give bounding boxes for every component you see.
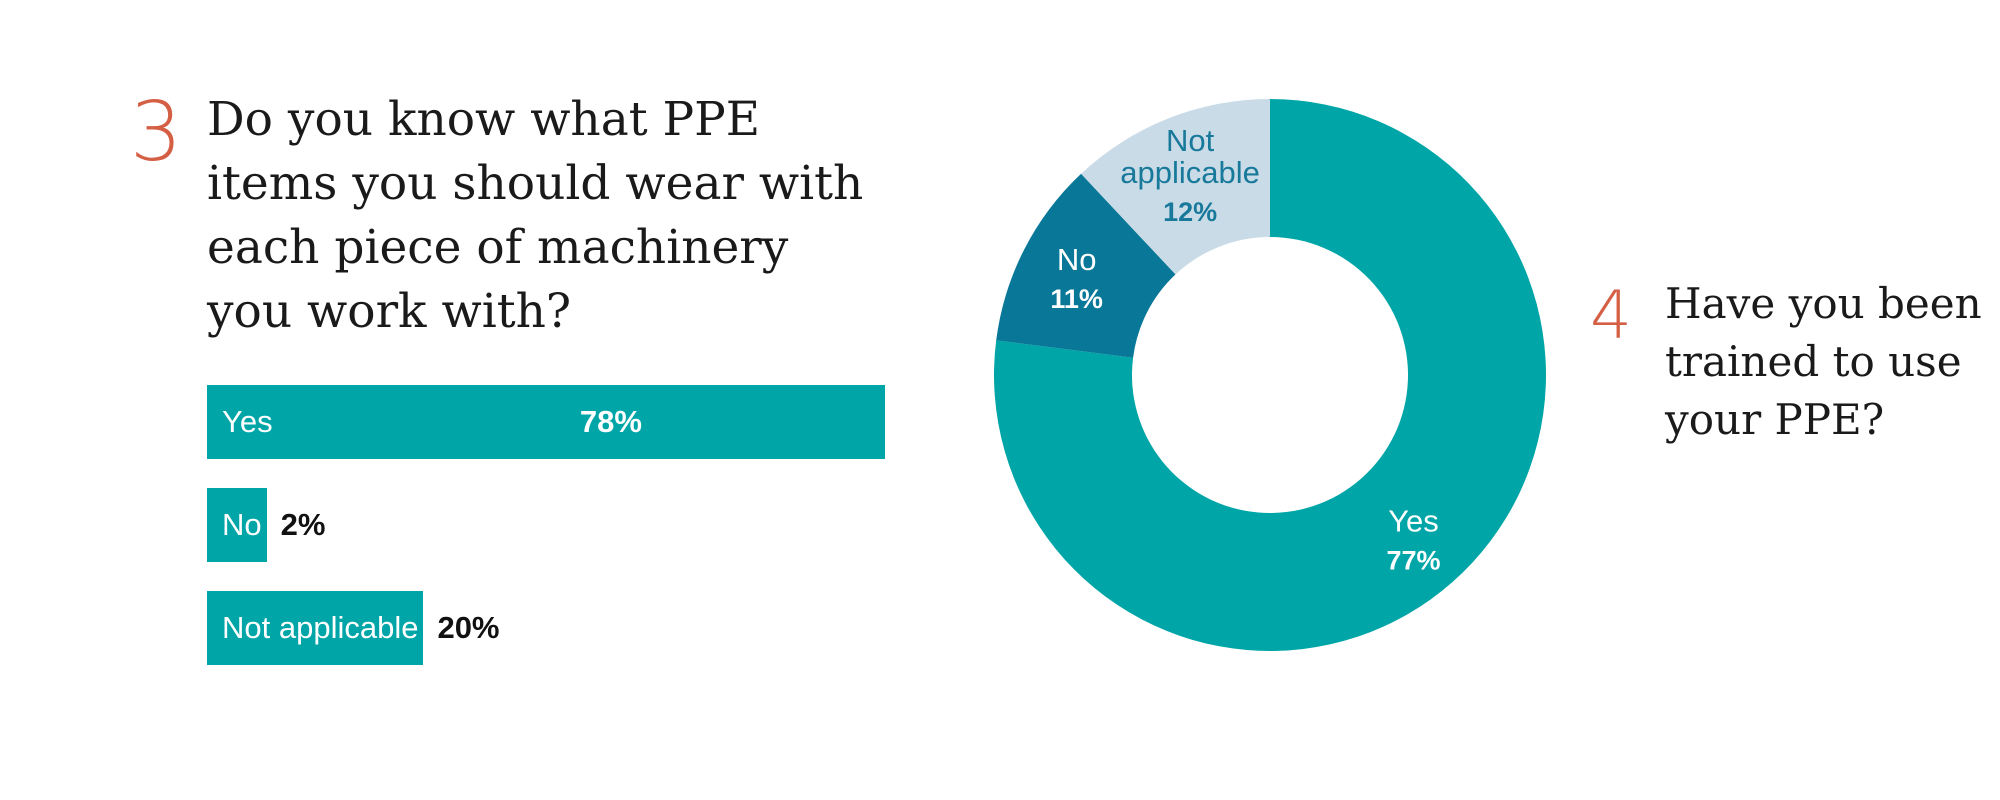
donut-category-label: applicable — [1120, 155, 1260, 190]
bar-category-label: No — [222, 507, 262, 542]
donut-slice — [1081, 99, 1270, 275]
bar-value-label: 2% — [280, 507, 326, 542]
donut-category-label: Yes — [1388, 503, 1439, 538]
bar-category-label: Yes — [222, 404, 273, 439]
bar-category-label: Not applicable — [222, 610, 419, 645]
question-3-number: 3 — [130, 85, 183, 180]
donut-slice — [994, 99, 1546, 652]
bar — [207, 488, 267, 562]
donut-value-label: 77% — [1386, 545, 1440, 575]
question-3-text: Do you know what PPE items you should we… — [207, 92, 864, 339]
bar-value-label: 20% — [437, 610, 500, 645]
donut-category-label: Not — [1166, 123, 1215, 158]
donut-category-label: No — [1057, 242, 1097, 277]
question-4-number: 4 — [1590, 277, 1632, 354]
bar — [207, 591, 424, 665]
donut-value-label: 12% — [1163, 197, 1217, 227]
q3-bar-chart: Yes 78% No 2% Not applicable 20% — [207, 385, 1007, 665]
bar — [207, 385, 885, 459]
bar-value-label: 78% — [579, 404, 642, 439]
question-4-text: Have you been trained to use your PPE? — [1665, 279, 1982, 444]
donut-slice — [996, 173, 1176, 358]
donut-value-label: 11% — [1050, 284, 1103, 314]
